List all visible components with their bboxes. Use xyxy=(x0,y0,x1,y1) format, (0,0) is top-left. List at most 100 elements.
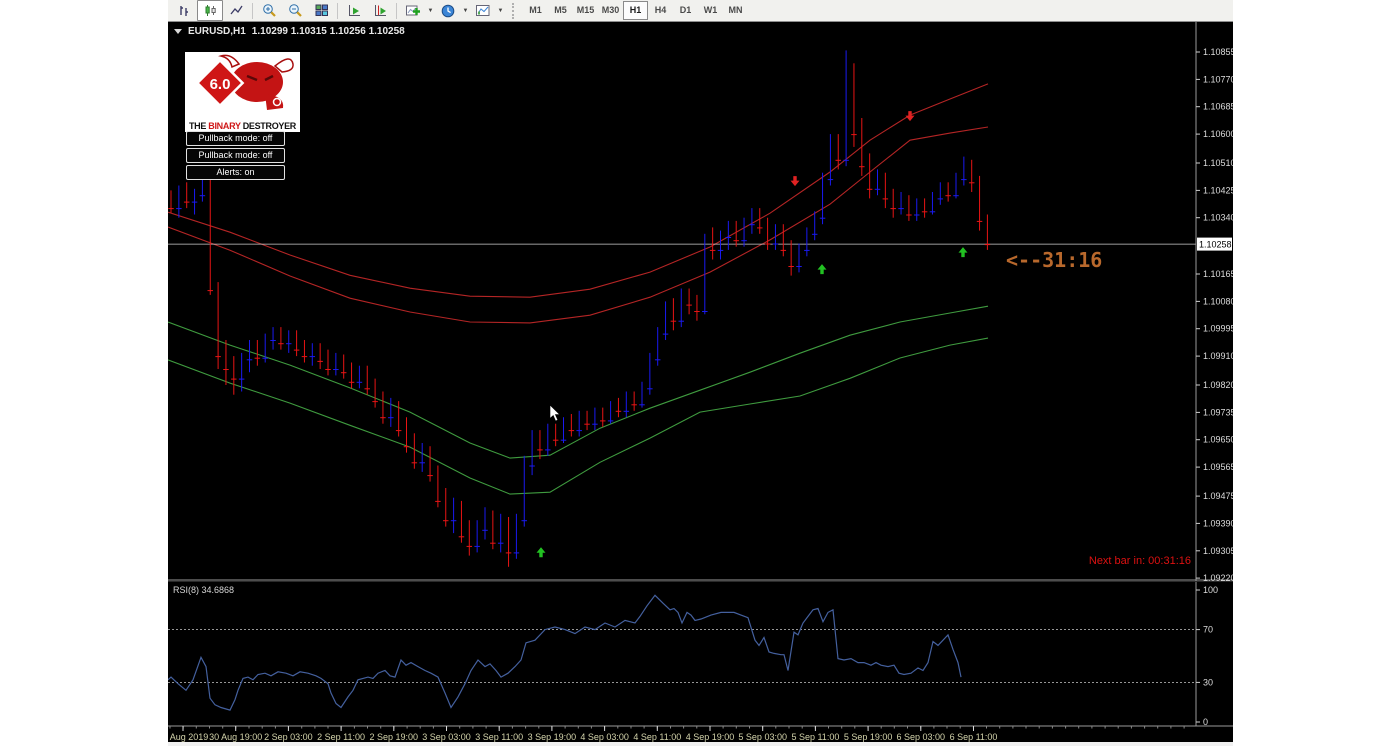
red-inner-band-line xyxy=(168,126,989,324)
candle xyxy=(961,156,967,186)
collapse-arrow-icon[interactable] xyxy=(174,29,182,34)
candle xyxy=(898,192,904,215)
candle xyxy=(615,397,622,418)
next-bar-countdown-label: Next bar in: 00:31:16 xyxy=(1088,555,1191,567)
candle xyxy=(874,169,881,196)
periods-dropdown-caret[interactable]: ▼ xyxy=(462,7,469,14)
indicators-button[interactable] xyxy=(400,0,426,21)
candles-layer xyxy=(168,50,991,567)
zoom-out-icon xyxy=(288,4,302,17)
zoom-in-icon xyxy=(262,4,276,17)
line-chart-button[interactable] xyxy=(223,0,249,21)
sell-signal-arrow-icon xyxy=(790,176,800,187)
green-upper-band-line xyxy=(168,305,989,459)
candle xyxy=(827,134,834,186)
candle xyxy=(176,185,182,218)
candle xyxy=(953,172,959,199)
price-axis-label: 1.09735 xyxy=(1203,407,1233,417)
candle xyxy=(968,159,975,192)
candle xyxy=(709,227,716,260)
candle xyxy=(890,188,896,218)
pullback-mode-button-1[interactable]: Pullback mode: off xyxy=(186,131,285,146)
templates-dropdown-caret[interactable]: ▼ xyxy=(497,7,504,14)
signal-arrows-layer xyxy=(536,111,968,558)
candle xyxy=(270,327,276,350)
price-axis-label: 1.09305 xyxy=(1203,546,1233,556)
mouse-cursor-icon xyxy=(549,404,561,422)
candle xyxy=(670,298,677,331)
price-axis-label: 1.10855 xyxy=(1203,47,1233,57)
candle xyxy=(513,513,520,559)
periods-clock-icon xyxy=(441,4,455,17)
candle xyxy=(804,227,810,257)
chart-window-title: EURUSD,H1 1.10299 1.10315 1.10256 1.1025… xyxy=(174,26,405,37)
candle xyxy=(301,340,308,363)
candle xyxy=(607,401,614,424)
timeframe-m30-button[interactable]: M30 xyxy=(601,5,620,15)
time-axis-label: 2 Sep 11:00 xyxy=(317,732,365,742)
candle xyxy=(851,63,857,147)
logo-text-binary: BINARY xyxy=(208,121,241,131)
candle xyxy=(317,343,323,369)
price-chart-canvas[interactable]: 1.10855 1.10770 1.10685 1.10600 1.10510 1.104… xyxy=(168,22,1233,742)
alerts-toggle-button[interactable]: Alerts: on xyxy=(186,165,285,180)
binary-destroyer-logo: 6.0 THE BINARY DESTROYER xyxy=(185,52,300,132)
tile-windows-button[interactable] xyxy=(308,0,334,21)
chart-shift-button[interactable] xyxy=(367,0,393,21)
bar-chart-icon xyxy=(179,6,188,16)
tile-windows-icon xyxy=(315,4,328,16)
cursor-layer xyxy=(549,404,561,422)
candle xyxy=(639,381,645,408)
candle xyxy=(411,433,418,469)
price-axis-label: 1.09390 xyxy=(1203,518,1233,528)
candle xyxy=(521,455,527,527)
timeframe-mn-button[interactable]: MN xyxy=(728,5,743,15)
candlestick-chart-button[interactable] xyxy=(197,0,223,21)
candle xyxy=(780,224,787,257)
indicators-dropdown-caret[interactable]: ▼ xyxy=(427,7,434,14)
time-axis-label: 30 Aug 19:00 xyxy=(209,732,262,742)
auto-scroll-button[interactable] xyxy=(341,0,367,21)
indicators-icon xyxy=(406,5,420,16)
time-axis-label: 2 Sep 03:00 xyxy=(264,732,313,742)
price-axis-label: 1.09220 xyxy=(1203,573,1233,583)
chart-area[interactable]: 1.10855 1.10770 1.10685 1.10600 1.10510 1.104… xyxy=(168,22,1233,742)
mt4-window: ▼ ▼ ▼ M1 M5 M15 M30 H1 H4 D1 W1 MN 1.108… xyxy=(168,0,1233,746)
templates-button[interactable] xyxy=(470,0,496,21)
candle xyxy=(529,430,535,476)
candle xyxy=(466,520,473,556)
zoom-in-button[interactable] xyxy=(256,0,282,21)
candle xyxy=(882,172,889,209)
toolbar-grip[interactable] xyxy=(512,2,518,19)
timeframe-m15-button[interactable]: M15 xyxy=(576,5,595,15)
candle xyxy=(340,354,347,379)
time-axis-label: 3 Sep 11:00 xyxy=(475,732,523,742)
bar-chart-button[interactable] xyxy=(171,0,197,21)
pullback-mode-button-2[interactable]: Pullback mode: off xyxy=(186,148,285,163)
timeframe-h4-button[interactable]: H4 xyxy=(654,5,667,15)
candle xyxy=(278,327,284,350)
candle xyxy=(293,330,300,357)
time-axis-label: 5 Sep 19:00 xyxy=(844,732,893,742)
timeframe-h1-button[interactable]: H1 xyxy=(623,1,648,20)
timeframe-m5-button[interactable]: M5 xyxy=(554,5,567,15)
candle xyxy=(592,407,598,431)
candle xyxy=(835,134,841,170)
candle xyxy=(395,401,402,437)
candle xyxy=(552,423,559,447)
timeframe-w1-button[interactable]: W1 xyxy=(703,5,718,15)
band-lines-layer xyxy=(168,83,989,495)
rsi-panel: 100 70 30 0 xyxy=(168,585,1218,727)
price-axis-label: 1.10685 xyxy=(1203,102,1233,112)
timeframe-m1-button[interactable]: M1 xyxy=(529,5,542,15)
periods-button[interactable] xyxy=(435,0,461,21)
zoom-out-button[interactable] xyxy=(282,0,308,21)
candle xyxy=(474,520,480,553)
timeframe-d1-button[interactable]: D1 xyxy=(679,5,692,15)
line-chart-icon xyxy=(229,5,243,15)
candle xyxy=(764,217,771,250)
candle xyxy=(537,430,543,460)
logo-version-label: 6.0 xyxy=(210,76,231,93)
candle xyxy=(254,340,261,366)
